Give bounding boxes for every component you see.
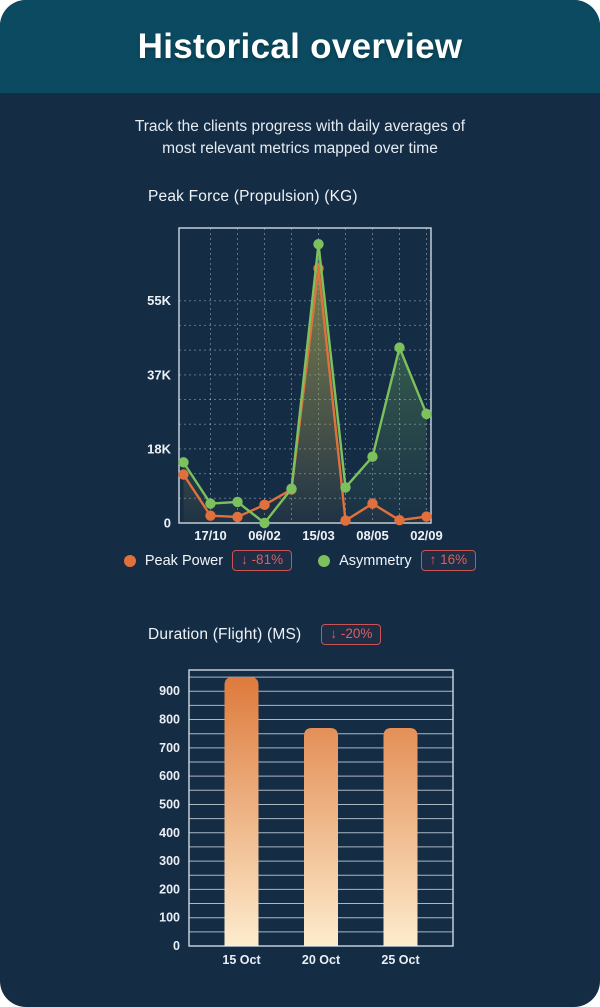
svg-text:20 Oct: 20 Oct — [302, 953, 341, 967]
svg-text:0: 0 — [164, 516, 171, 531]
svg-text:300: 300 — [159, 854, 180, 868]
svg-text:17/10: 17/10 — [194, 528, 227, 543]
legend-item-asymmetry: Asymmetry ↑ 16% — [318, 550, 477, 571]
svg-text:800: 800 — [159, 713, 180, 727]
svg-text:06/02: 06/02 — [248, 528, 281, 543]
svg-text:15/03: 15/03 — [302, 528, 335, 543]
svg-text:02/09: 02/09 — [410, 528, 443, 543]
subtitle-line1: Track the clients progress with daily av… — [134, 118, 466, 135]
asymmetry-dot-icon — [318, 554, 331, 567]
svg-text:900: 900 — [159, 684, 180, 698]
asymmetry-change-badge: ↑ 16% — [420, 550, 477, 571]
page-title: Historical overview — [137, 26, 463, 66]
svg-text:200: 200 — [159, 882, 180, 896]
svg-text:18K: 18K — [147, 441, 171, 456]
line-chart-title: Peak Force (Propulsion) (KG) — [148, 188, 358, 205]
svg-text:0: 0 — [173, 939, 180, 953]
bar-chart-header: Duration (Flight) (MS) ↓ -20% — [148, 624, 382, 645]
duration-change-badge: ↓ -20% — [321, 624, 382, 645]
svg-text:100: 100 — [159, 911, 180, 925]
svg-text:700: 700 — [159, 741, 180, 755]
subtitle: Track the clients progress with daily av… — [0, 116, 600, 160]
svg-text:25 Oct: 25 Oct — [381, 953, 420, 967]
header: Historical overview — [0, 0, 600, 93]
svg-text:15 Oct: 15 Oct — [222, 953, 261, 967]
bar-chart: 0 100 200 300 400 500 600 700 800 900 15 Oct 20 Oct… — [159, 669, 454, 967]
line-chart: 0 18K 37K 55K 17/10 06/02 15/03 08/05 02/09 — [147, 227, 443, 543]
svg-text:400: 400 — [159, 826, 180, 840]
legend-item-peak-power: Peak Power ↓ -81% — [123, 550, 293, 571]
svg-text:08/05: 08/05 — [356, 528, 389, 543]
legend-label-asymmetry: Asymmetry — [339, 552, 412, 569]
peak-power-dot-icon — [123, 554, 136, 567]
subtitle-line2: most relevant metrics mapped over time — [162, 140, 438, 157]
svg-text:55K: 55K — [147, 293, 171, 308]
svg-text:37K: 37K — [147, 367, 171, 382]
legend-label-peak-power: Peak Power — [144, 552, 224, 569]
peak-power-change-badge: ↓ -81% — [232, 550, 293, 571]
bar-chart-title: Duration (Flight) (MS) — [148, 625, 302, 643]
line-chart-legend: Peak Power ↓ -81% Asymmetry ↑ 16% — [0, 550, 600, 571]
svg-text:600: 600 — [159, 769, 180, 783]
svg-text:500: 500 — [159, 797, 180, 811]
